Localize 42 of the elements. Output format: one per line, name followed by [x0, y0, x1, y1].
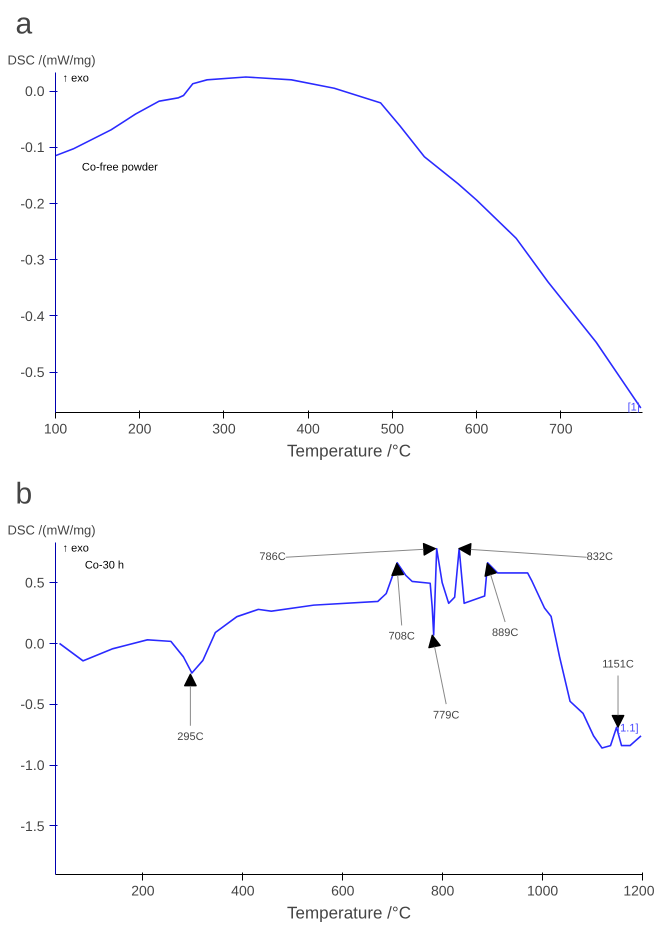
- annotation: 295C: [177, 730, 204, 743]
- x-tick-label: 400: [296, 420, 320, 436]
- y-tick-label: 0.5: [25, 574, 45, 591]
- chart-title: a: [16, 8, 32, 40]
- x-tick-label: 400: [231, 882, 255, 898]
- y-tick-label: -0.1: [20, 139, 45, 156]
- x-tick-label: 100: [44, 420, 68, 436]
- annotation: [1]: [628, 401, 640, 414]
- y-axis-title: DSC /(mW/mg): [8, 522, 96, 538]
- y-tick-label: -1.5: [20, 818, 45, 834]
- x-tick-label: 1200: [623, 882, 654, 898]
- annotation: ↑ exo: [62, 72, 89, 84]
- annotation: 708C: [388, 630, 415, 643]
- annotation: ↑ exo: [62, 542, 89, 554]
- y-tick-label: -0.5: [20, 696, 45, 712]
- x-tick-label: 600: [331, 882, 355, 898]
- x-axis-title: Temperature /°C: [287, 904, 411, 922]
- y-axis-title: DSC /(mW/mg): [8, 52, 96, 68]
- chart-title: b: [16, 478, 32, 510]
- y-tick-label: 0.0: [25, 83, 45, 100]
- y-tick-label: -0.2: [20, 195, 45, 212]
- y-tick-label: -1.0: [20, 757, 45, 774]
- y-tick-label: 0.0: [25, 635, 45, 652]
- x-tick-label: 500: [380, 420, 404, 436]
- x-tick-label: 200: [131, 882, 155, 898]
- y-tick-label: -0.5: [20, 364, 45, 380]
- annotation: 1151C: [602, 658, 634, 670]
- annotation: 889C: [492, 627, 518, 640]
- x-tick-label: 700: [549, 420, 573, 436]
- x-axis-title: Temperature /°C: [287, 442, 411, 460]
- x-tick-label: 800: [430, 882, 455, 898]
- y-tick-label: -0.4: [20, 308, 45, 324]
- x-tick-label: 300: [212, 420, 236, 436]
- annotation: Co-free powder: [82, 162, 158, 174]
- annotation: Co-30 h: [84, 560, 124, 572]
- y-tick-label: -0.3: [20, 252, 45, 268]
- x-tick-label: 200: [128, 420, 152, 436]
- x-tick-label: 600: [464, 420, 488, 436]
- annotation: 786C: [259, 551, 286, 564]
- annotation: 779C: [433, 709, 460, 722]
- x-tick-label: 1000: [527, 882, 558, 898]
- annotation: 832C: [586, 551, 614, 564]
